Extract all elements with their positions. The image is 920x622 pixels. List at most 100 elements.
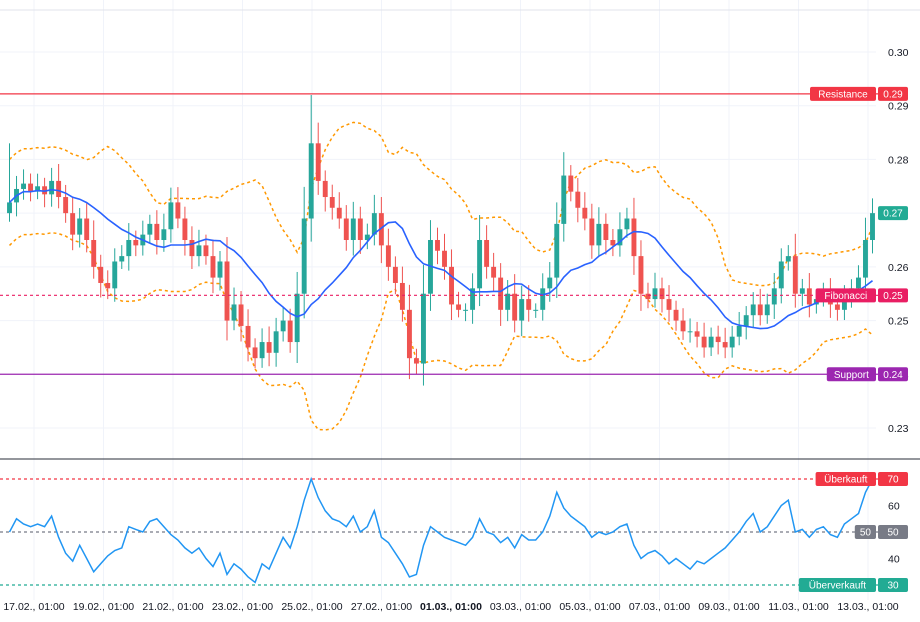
- axis-tags: 0.29 Resistance 0.25 Fibonacci 0.24 Support 0.…: [798, 86, 908, 592]
- candle-body: [399, 282, 405, 310]
- fibonacci-tag-label: Fibonacci: [824, 291, 867, 302]
- price-tick-label: 0.23: [888, 423, 909, 435]
- candle-body: [294, 293, 300, 343]
- candle-body: [806, 288, 812, 305]
- candle-body: [757, 304, 763, 316]
- candle-body: [568, 175, 574, 192]
- candle-body: [56, 180, 62, 198]
- candle-body: [505, 293, 511, 310]
- candle-body: [834, 304, 840, 310]
- candle-body: [491, 266, 497, 278]
- time-tick-label: 01.03., 01:00: [420, 601, 482, 613]
- candle-body: [673, 309, 679, 321]
- candle-body: [371, 213, 377, 235]
- rsi-mid-tag-value: 50: [887, 528, 899, 539]
- candle-body: [652, 288, 658, 300]
- candle-body: [631, 218, 637, 257]
- candle-body: [147, 223, 153, 235]
- time-axis[interactable]: 17.02., 01:00 19.02., 01:00 21.02., 01:00 2…: [3, 601, 898, 613]
- last-price-tag-value-bg: [878, 206, 908, 221]
- candle-body: [280, 320, 286, 332]
- candle-body: [750, 304, 756, 316]
- rsi-line: [8, 476, 874, 584]
- last-price-tag-value: 0.27: [883, 209, 903, 220]
- candle-body: [133, 240, 139, 246]
- time-tick-label: 19.02., 01:00: [73, 601, 134, 613]
- ma-line: [8, 188, 873, 330]
- bollinger-bands: [8, 121, 874, 431]
- candle-body: [231, 304, 237, 321]
- candle-body: [624, 218, 630, 230]
- candle-body: [245, 325, 251, 348]
- candle-body: [736, 325, 742, 337]
- candle-body: [203, 245, 209, 257]
- candle-body: [189, 240, 195, 257]
- candle-body: [112, 261, 118, 289]
- candle-body: [196, 245, 202, 257]
- candle-body: [645, 293, 651, 300]
- time-tick-label: 23.02., 01:00: [212, 601, 273, 613]
- rsi-mid-tag-value-bg: [878, 525, 908, 539]
- candle-body: [161, 229, 167, 240]
- candle-body: [301, 218, 307, 294]
- fibonacci-tag-label-bg: [815, 288, 876, 303]
- candle-body: [841, 299, 847, 310]
- oversold-tag-label-bg: [798, 578, 876, 592]
- time-tick-label: 13.03., 01:00: [837, 601, 898, 613]
- candle-body: [175, 202, 181, 219]
- candle-body: [435, 240, 440, 251]
- time-tick-label: 09.03., 01:00: [698, 601, 759, 613]
- candle-body: [638, 256, 644, 294]
- candle-body: [870, 213, 875, 240]
- resistance-tag-label-bg: [810, 86, 876, 101]
- resistance-tag-label: Resistance: [818, 89, 868, 100]
- candle-body: [84, 218, 90, 240]
- rsi-mid-tag-label-bg: [854, 525, 876, 539]
- candle-body: [350, 218, 356, 240]
- candle-body: [610, 240, 616, 246]
- candle-body: [343, 218, 349, 240]
- candle-body: [863, 240, 868, 278]
- candle-body: [764, 304, 770, 316]
- candle-body: [21, 183, 26, 189]
- candle-body: [287, 320, 293, 343]
- rsi-tick-label: 60: [888, 501, 900, 513]
- time-tick-label: 17.02., 01:00: [3, 601, 64, 613]
- candle-body: [596, 223, 602, 246]
- grid: [0, 0, 920, 600]
- price-tick-label: 0.28: [888, 154, 909, 166]
- candle-body: [77, 218, 83, 235]
- time-tick-label: 25.02., 01:00: [281, 601, 342, 613]
- candle-body: [477, 240, 483, 289]
- candle-body: [701, 336, 707, 348]
- candle-body: [413, 358, 419, 364]
- overbought-tag-label-bg: [815, 472, 876, 486]
- candle-body: [484, 240, 490, 267]
- candle-body: [554, 223, 560, 278]
- candle-body: [540, 288, 546, 310]
- overbought-tag-label: Überkauft: [824, 474, 868, 486]
- candle-body: [680, 320, 686, 332]
- rsi-mid-tag-label: 50: [860, 528, 872, 539]
- candle-body: [378, 213, 384, 246]
- candle-body: [512, 293, 518, 321]
- candle-body: [105, 282, 111, 289]
- horizontal-lines[interactable]: [0, 93, 884, 586]
- candle-body: [561, 175, 567, 224]
- candle-body: [463, 309, 469, 311]
- candle-body: [533, 309, 539, 311]
- fibonacci-tag-value-bg: [878, 288, 908, 303]
- upper-band: [8, 121, 874, 287]
- candle-body: [70, 213, 76, 235]
- resistance-tag-value-bg: [878, 86, 908, 101]
- time-tick-label: 27.02., 01:00: [351, 601, 412, 613]
- candle-body: [91, 240, 97, 267]
- candle-body: [182, 218, 188, 240]
- overbought-tag-value: 70: [887, 475, 899, 486]
- candle-body: [322, 180, 328, 198]
- candle-body: [315, 143, 321, 181]
- candle-body: [729, 336, 735, 348]
- candle-body: [694, 331, 700, 337]
